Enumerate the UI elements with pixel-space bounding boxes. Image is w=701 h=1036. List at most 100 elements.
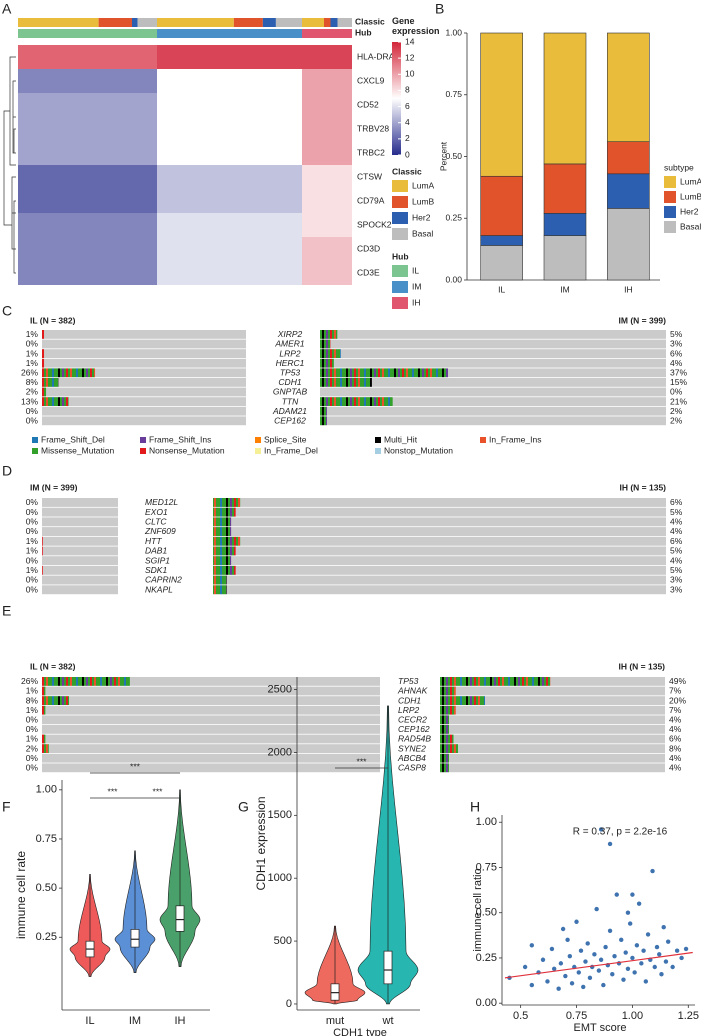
heatmap-cell xyxy=(18,141,157,165)
heatmap-cell xyxy=(18,165,157,189)
classic-bar xyxy=(131,18,138,27)
legend-swatch xyxy=(255,448,261,454)
gene-label: TP53 xyxy=(398,676,419,686)
bar-segment xyxy=(543,235,587,281)
oncoplot-row xyxy=(42,725,380,734)
point xyxy=(679,955,684,961)
mutation-bar xyxy=(42,378,59,387)
oncoplot-row xyxy=(213,498,666,507)
oncoplot-row xyxy=(320,387,666,397)
percent-label: 4% xyxy=(670,358,683,368)
point xyxy=(621,977,626,982)
point xyxy=(659,972,664,977)
point xyxy=(683,946,689,952)
heatmap-cell xyxy=(302,117,352,141)
colorbar xyxy=(392,42,401,155)
legend-label: Multi_Hit xyxy=(384,434,418,444)
oncoplot-row xyxy=(320,406,666,416)
legend-label: In_Frame_Ins xyxy=(489,434,541,444)
bar-segment xyxy=(480,235,523,246)
oncoplot-row xyxy=(320,339,666,349)
gene-label: MED12L xyxy=(145,497,178,507)
oncoplot-row xyxy=(42,696,380,705)
panel-label: E xyxy=(2,603,11,619)
oncoplot-row xyxy=(42,349,246,358)
gene-label: SPOCK2 xyxy=(357,219,392,229)
percent-label: 20% xyxy=(669,695,686,705)
oncoplot-row xyxy=(213,536,666,546)
mutation-bar xyxy=(320,349,341,358)
oncoplot-row xyxy=(440,696,665,705)
mutation-bar xyxy=(320,378,372,387)
point xyxy=(549,946,555,952)
point xyxy=(522,964,528,970)
gene-label: CD52 xyxy=(357,99,379,109)
oncoplot-row xyxy=(320,358,666,368)
point xyxy=(665,939,671,944)
percent-label: 0% xyxy=(26,406,39,416)
percent-label: 4% xyxy=(670,526,683,536)
percent-label: 0% xyxy=(670,387,683,397)
legend-label: Missense_Mutation xyxy=(41,445,115,455)
point xyxy=(581,984,586,990)
oncoplot-row xyxy=(320,397,666,406)
heatmap-cell xyxy=(302,141,352,165)
gene-label: ZNF609 xyxy=(144,526,176,536)
classic-bar xyxy=(337,18,352,27)
gene-label: CASP8 xyxy=(398,762,426,772)
y-axis-label: immune cell rate xyxy=(14,851,28,939)
oncoplot-row xyxy=(42,677,380,686)
gene-label: ABCB4 xyxy=(397,753,426,763)
legend-swatch xyxy=(392,281,408,293)
percent-label: 2% xyxy=(26,743,39,753)
percent-label: 37% xyxy=(670,367,687,377)
y-tick-label: 500 xyxy=(274,935,292,947)
mutation-bar xyxy=(440,677,551,686)
oncoplot-row xyxy=(320,416,666,426)
mutation-bar xyxy=(42,696,70,705)
point xyxy=(603,944,608,950)
percent-label: 1% xyxy=(26,329,39,339)
mutation-bar xyxy=(440,725,449,734)
oncoplot-row xyxy=(42,416,246,426)
oncoplot-row xyxy=(440,744,665,753)
oncoplot-row xyxy=(440,715,665,725)
point xyxy=(563,973,568,979)
point xyxy=(558,961,564,966)
oncoplot-row xyxy=(42,517,118,527)
gene-label: EXO1 xyxy=(145,507,168,517)
percent-label: 3% xyxy=(670,339,683,349)
gene-label: CXCL9 xyxy=(357,75,385,85)
gene-label: NKAPL xyxy=(145,584,173,594)
percent-label: 0% xyxy=(26,517,39,527)
legend-swatch xyxy=(392,265,408,277)
y-axis-label: immune cell ratio xyxy=(472,868,484,951)
legend-label: Basal xyxy=(680,221,701,231)
point xyxy=(607,841,613,847)
oncoplot-row xyxy=(42,575,118,585)
gene-label: ADAM21 xyxy=(272,406,307,416)
legend-swatch xyxy=(392,297,408,309)
classic-bar xyxy=(157,18,234,27)
x-tick-label: IM xyxy=(560,284,569,294)
point xyxy=(529,982,535,988)
point xyxy=(661,924,666,930)
x-tick-label: IM xyxy=(129,1015,141,1027)
x-tick-label: wt xyxy=(382,1015,394,1027)
colorbar-title-text: Gene expression xyxy=(392,16,440,36)
percent-label: 1% xyxy=(26,536,39,546)
percent-label: 1% xyxy=(26,686,39,696)
oncoplot-row xyxy=(42,744,380,753)
y-tick-label: 0.25 xyxy=(476,952,497,964)
oncoplot-row xyxy=(42,705,380,715)
y-tick-label: 1.00 xyxy=(476,816,497,828)
percent-label: 0% xyxy=(26,584,39,594)
heatmap-cell xyxy=(18,189,157,213)
mutation-bar xyxy=(440,686,456,696)
mutation-bar xyxy=(440,734,454,744)
y-tick-label: 0.50 xyxy=(476,907,497,919)
y-tick-label: 2000 xyxy=(268,746,292,758)
point xyxy=(592,952,597,957)
group-label: IL (N = 382) xyxy=(30,661,76,671)
mutation-bar xyxy=(42,677,130,686)
